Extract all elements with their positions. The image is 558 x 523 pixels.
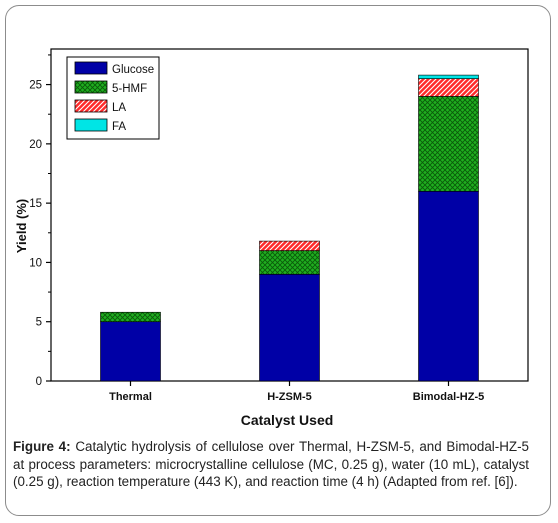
legend-swatch xyxy=(74,80,108,94)
x-tick-label: H-ZSM-5 xyxy=(267,391,312,403)
bar-segment-fa xyxy=(418,74,479,79)
bar-segment-5-hmf xyxy=(100,311,161,323)
y-tick-label: 20 xyxy=(29,139,42,151)
x-axis-label: Catalyst Used xyxy=(241,412,334,428)
legend-label: FA xyxy=(112,121,126,133)
y-tick-label: 0 xyxy=(36,376,42,388)
stacked-bar-chart: 0 5 10 15 20 25 Thermal H-ZSM-5 Bimodal-HZ-5 Gluc… xyxy=(14,48,529,428)
figure-caption: Figure 4: Catalytic hydrolysis of cellul… xyxy=(13,438,529,491)
bar-segment-la xyxy=(418,78,479,97)
y-tick-label: 10 xyxy=(29,257,42,269)
legend-swatch xyxy=(74,61,108,75)
legend-label: LA xyxy=(112,102,126,114)
y-tick-label: 25 xyxy=(29,80,42,92)
plot-area: 0 5 10 15 20 25 Thermal H-ZSM-5 Bimodal-HZ-5 Gluc… xyxy=(29,48,529,403)
bar-segment-5-hmf xyxy=(259,250,320,275)
bar-segment-5-hmf xyxy=(418,96,479,192)
y-tick-label: 5 xyxy=(36,317,42,329)
legend-swatch xyxy=(74,118,108,132)
legend-label: 5-HMF xyxy=(112,83,147,95)
x-tick-label: Bimodal-HZ-5 xyxy=(413,391,485,403)
caption-label: Figure 4: xyxy=(13,439,71,454)
bar-segment-glucose xyxy=(418,190,479,382)
x-tick-label: Thermal xyxy=(109,391,152,403)
bar-segment-glucose xyxy=(259,273,320,382)
y-tick-label: 15 xyxy=(29,198,42,210)
bar-segment-la xyxy=(259,240,320,251)
legend-swatch xyxy=(74,99,108,113)
bar-segment-glucose xyxy=(100,321,161,382)
caption-text: Catalytic hydrolysis of cellulose over T… xyxy=(13,439,530,490)
legend-label: Glucose xyxy=(112,64,154,76)
y-axis-label: Yield (%) xyxy=(14,199,29,253)
